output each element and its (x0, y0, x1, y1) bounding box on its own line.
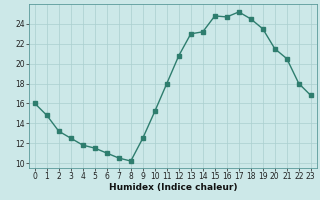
X-axis label: Humidex (Indice chaleur): Humidex (Indice chaleur) (108, 183, 237, 192)
